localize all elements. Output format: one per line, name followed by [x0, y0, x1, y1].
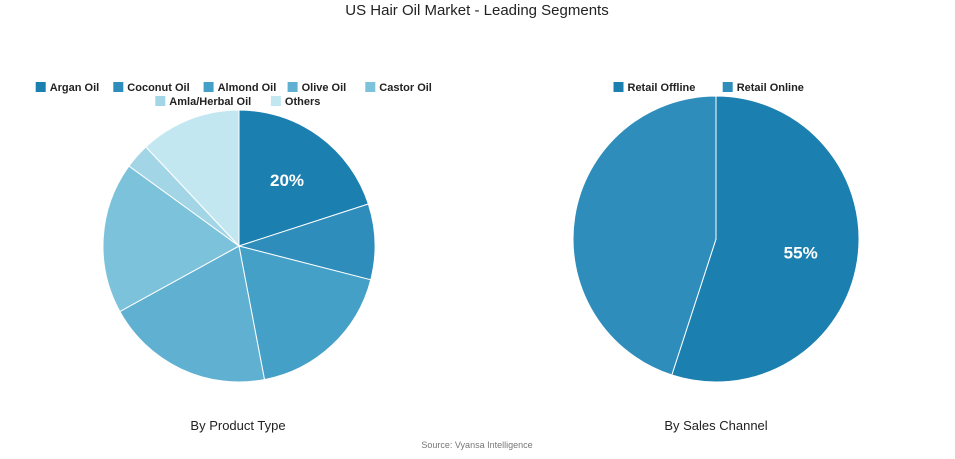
product-type-slice-others	[145, 109, 240, 248]
sales-channel-legend-swatch	[722, 82, 733, 92]
source-note: Source: Vyansa Intelligence	[421, 440, 532, 450]
product-type-data-label: 20%	[270, 171, 304, 190]
product-type-legend-item-castor-oil: Castor Oil	[365, 82, 432, 94]
sales-channel-legend-item-retail-online: Retail Online	[722, 82, 804, 94]
product-type-legend-item-almond-oil: Almond Oil	[203, 82, 277, 94]
sales-channel-legend-swatch	[613, 82, 624, 92]
product-type-legend-label: Castor Oil	[379, 82, 432, 94]
product-type-legend-swatch	[35, 82, 46, 92]
product-type-legend-swatch	[365, 82, 376, 92]
product-type-slice-castor-oil	[102, 165, 240, 313]
product-type-legend-swatch	[155, 96, 166, 106]
product-type-legend-swatch	[203, 82, 214, 92]
product-type-legend-label: Argan Oil	[50, 82, 100, 94]
product-type-legend-item-coconut-oil: Coconut Oil	[113, 82, 190, 94]
product-type-legend-item-amla-herbal-oil: Amla/Herbal Oil	[155, 96, 251, 108]
product-type-legend-label: Coconut Oil	[127, 82, 189, 94]
product-type-legend-label: Amla/Herbal Oil	[169, 96, 251, 108]
sales-channel-data-label: 55%	[784, 243, 818, 262]
sales-channel-legend-item-retail-offline: Retail Offline	[613, 82, 696, 94]
sales-channel-pie: 55%	[572, 95, 860, 383]
product-type-subtitle: By Product Type	[190, 418, 285, 433]
product-type-legend-label: Almond Oil	[218, 82, 277, 94]
product-type-legend: Argan Oil Coconut Oil Almond Oil Olive Oil C…	[35, 82, 432, 108]
sales-channel-subtitle: By Sales Channel	[664, 418, 767, 433]
product-type-legend-item-olive-oil: Olive Oil	[287, 82, 347, 94]
product-type-legend-swatch	[270, 96, 281, 106]
product-type-legend-swatch	[287, 82, 298, 92]
product-type-pie: 20%	[102, 109, 376, 383]
product-type-legend-label: Others	[285, 96, 320, 108]
sales-channel-legend-label: Retail Offline	[628, 82, 696, 94]
product-type-legend-swatch	[113, 82, 124, 92]
product-type-slice-olive-oil	[119, 245, 266, 383]
product-type-legend-item-others: Others	[270, 96, 320, 108]
product-type-legend-label: Olive Oil	[302, 82, 347, 94]
product-type-slice-argan-oil	[238, 109, 369, 247]
chart-title: US Hair Oil Market - Leading Segments	[345, 2, 608, 19]
sales-channel-legend: Retail Offline Retail Online	[613, 82, 804, 94]
sales-channel-legend-label: Retail Online	[737, 82, 804, 94]
product-type-legend-item-argan-oil: Argan Oil	[35, 82, 100, 94]
sales-channel-slice-retail-online	[572, 95, 717, 376]
product-type-slice-almond-oil	[238, 245, 372, 381]
sales-channel-slice-retail-offline	[671, 95, 860, 383]
